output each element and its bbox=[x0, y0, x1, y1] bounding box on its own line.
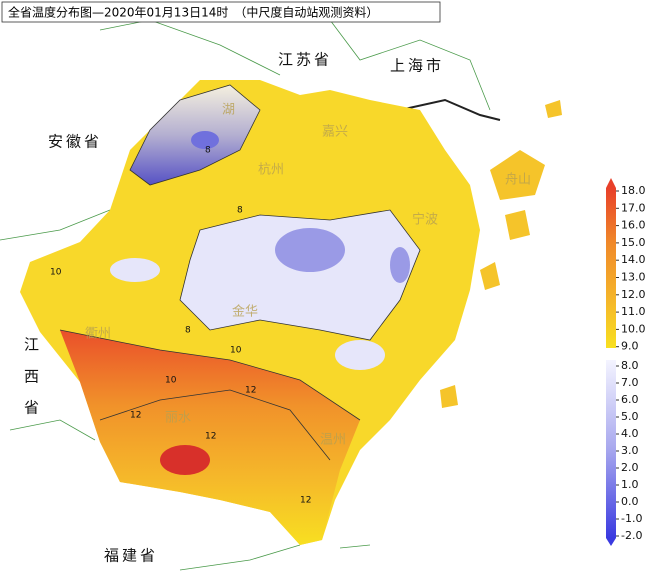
city-label: 湖 bbox=[222, 103, 235, 118]
contour-label: 12 bbox=[130, 411, 141, 421]
legend-label: 7.0 bbox=[621, 376, 639, 389]
province-border bbox=[0, 19, 491, 571]
islands bbox=[440, 100, 562, 408]
neighbor-label: 江 bbox=[24, 336, 42, 354]
island bbox=[440, 385, 458, 408]
coast-line bbox=[399, 98, 501, 121]
legend-label: 18.0 bbox=[621, 184, 646, 197]
legend-label: 15.0 bbox=[621, 236, 646, 249]
warm-area bbox=[60, 330, 360, 545]
island bbox=[490, 150, 545, 200]
neighbor-label: 上海市 bbox=[390, 57, 444, 75]
legend-label: 1.0 bbox=[621, 478, 639, 491]
contour-label: 10 bbox=[50, 268, 62, 278]
city-label: 金华 bbox=[232, 304, 258, 320]
legend-label: -2.0 bbox=[621, 529, 642, 542]
legend-label: 5.0 bbox=[621, 410, 639, 423]
title-box bbox=[1, 1, 441, 23]
contour-label: 12 bbox=[205, 432, 216, 442]
hot-spot bbox=[160, 445, 210, 475]
cold-area bbox=[110, 258, 160, 282]
legend-label: 11.0 bbox=[621, 305, 646, 318]
contour-label: 8 bbox=[237, 206, 243, 216]
legend-label: -1.0 bbox=[621, 512, 642, 525]
contour-line bbox=[59, 84, 421, 461]
legend-cold bbox=[606, 360, 616, 538]
contour-label: 12 bbox=[300, 496, 311, 506]
title: 全省温度分布图—2020年01月13日14时 （中尺度自动站观测资料） bbox=[8, 5, 378, 20]
cold-spot bbox=[275, 228, 345, 272]
legend-label: 9.0 bbox=[621, 340, 639, 353]
contour-label: 12 bbox=[245, 386, 256, 396]
cold-area bbox=[335, 340, 385, 370]
city-label: 宁波 bbox=[412, 212, 438, 228]
legend-warm bbox=[606, 188, 616, 348]
legend-label: 13.0 bbox=[621, 271, 646, 284]
legend-label: 3.0 bbox=[621, 444, 639, 457]
contour-label: 8 bbox=[185, 326, 191, 336]
cold-spot bbox=[390, 247, 410, 283]
contour-label: 10 bbox=[230, 346, 242, 356]
legend-label: 6.0 bbox=[621, 393, 639, 406]
neighbor-label: 福建省 bbox=[104, 547, 158, 565]
legend-label: 10.0 bbox=[621, 322, 646, 335]
legend-label: 4.0 bbox=[621, 427, 639, 440]
city-label: 衢州 bbox=[85, 327, 111, 342]
city-label: 丽水 bbox=[165, 411, 191, 426]
legend-label: 17.0 bbox=[621, 201, 646, 214]
neighbor-label: 省 bbox=[24, 399, 42, 417]
neighbor-label: 江苏省 bbox=[278, 51, 332, 69]
island bbox=[505, 210, 530, 240]
cold-area bbox=[180, 210, 420, 340]
legend-label: 12.0 bbox=[621, 288, 646, 301]
legend-label: 16.0 bbox=[621, 219, 646, 232]
neighbor-label: 西 bbox=[24, 368, 42, 386]
city-label: 温州 bbox=[320, 433, 346, 448]
neighbor-label: 安徽省 bbox=[48, 133, 102, 151]
contour-label: 10 bbox=[165, 376, 177, 386]
legend-label: 0.0 bbox=[621, 495, 639, 508]
cold-spot bbox=[191, 131, 219, 149]
city-label: 嘉兴 bbox=[322, 125, 348, 140]
legend-label: 14.0 bbox=[621, 253, 646, 266]
island bbox=[480, 262, 500, 290]
legend-arrow bbox=[606, 178, 616, 188]
legend-label: 2.0 bbox=[621, 461, 639, 474]
legend-arrow bbox=[606, 538, 616, 546]
island bbox=[545, 100, 562, 118]
city-label: 杭州 bbox=[258, 163, 284, 178]
city-label: 舟山 bbox=[505, 173, 531, 188]
legend-label: 8.0 bbox=[621, 359, 639, 372]
contour-label: 8 bbox=[205, 146, 211, 156]
